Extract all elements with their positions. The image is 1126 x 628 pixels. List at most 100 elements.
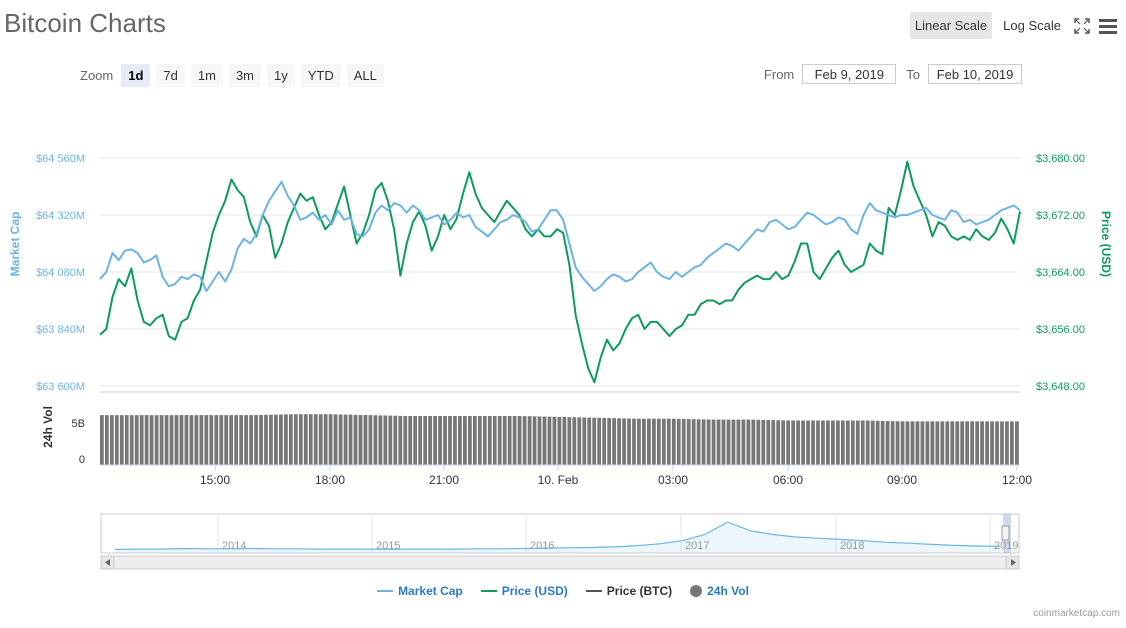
volume-bar: [393, 415, 398, 465]
legend-item-24h-vol[interactable]: 24h Vol: [690, 584, 749, 598]
legend-market-cap-label: Market Cap: [398, 584, 463, 598]
scrollbar-right-button[interactable]: [1005, 555, 1020, 570]
volume-bar: [209, 415, 214, 466]
volume-bar: [711, 419, 716, 465]
zoom-1d-button[interactable]: 1d: [121, 64, 151, 87]
x-tick-label: 09:00: [887, 473, 917, 487]
volume-bar: [890, 421, 895, 465]
log-scale-button[interactable]: Log Scale: [1003, 18, 1061, 33]
volume-bar: [413, 416, 418, 465]
volume-bar: [129, 415, 134, 466]
volume-bar: [706, 419, 711, 465]
volume-bar: [169, 415, 174, 466]
volume-bar: [811, 420, 815, 465]
to-date-input[interactable]: [928, 64, 1022, 84]
volume-bar: [666, 418, 671, 465]
volume-bar: [955, 421, 960, 465]
volume-bar: [373, 415, 378, 465]
volume-bar: [134, 415, 139, 466]
legend-item-price-usd[interactable]: Price (USD): [480, 584, 568, 598]
volume-bar: [721, 419, 726, 465]
volume-tick-label: 0: [79, 454, 85, 466]
menu-icon[interactable]: [1098, 16, 1118, 36]
zoom-7d-button[interactable]: 7d: [156, 64, 185, 87]
volume-bar: [617, 418, 621, 465]
volume-bar: [293, 414, 298, 465]
scrollbar-left-button[interactable]: [100, 555, 115, 570]
navigator-tick-label: 2016: [530, 540, 554, 552]
volume-bar: [517, 416, 522, 465]
zoom-all-button[interactable]: ALL: [346, 64, 384, 87]
volume-bar: [701, 419, 706, 465]
volume-bar: [855, 420, 860, 465]
volume-bar: [930, 421, 935, 465]
volume-bar: [328, 414, 333, 465]
y-right-tick-label: $3,672.00: [1036, 210, 1085, 222]
volume-bar: [303, 414, 308, 465]
volume-bar: [671, 418, 676, 465]
navigator-selection[interactable]: [1003, 514, 1011, 553]
volume-bar: [472, 416, 477, 465]
volume-bar: [910, 421, 915, 465]
legend-price-usd-swatch: [480, 590, 497, 592]
navigator-handle[interactable]: [1001, 525, 1010, 541]
volume-bar: [279, 414, 283, 465]
volume-bar: [1000, 421, 1004, 465]
volume-bar: [985, 421, 989, 465]
linear-scale-button[interactable]: Linear Scale: [909, 12, 993, 39]
volume-bar: [174, 415, 179, 466]
main-chart[interactable]: $64 560M $3,680.00 $64 320M $3,672.00 $64 08…: [0, 0, 1126, 580]
zoom-1y-button[interactable]: 1y: [267, 64, 295, 87]
volume-bar: [572, 417, 577, 465]
volume-bar: [298, 414, 303, 465]
volume-bar: [204, 415, 209, 466]
volume-bar: [239, 415, 244, 466]
volume-bar: [343, 414, 348, 465]
legend-item-price-btc[interactable]: Price (BTC): [585, 584, 673, 598]
zoom-1m-button[interactable]: 1m: [190, 64, 223, 87]
x-tick-label: 15:00: [200, 473, 230, 487]
legend-market-cap-swatch: [377, 590, 394, 592]
volume-bar: [870, 420, 875, 465]
volume-bar: [686, 419, 691, 465]
volume-bar: [647, 418, 651, 465]
volume-bar: [845, 420, 850, 465]
volume-bar: [423, 416, 428, 465]
volume-bar: [940, 421, 945, 465]
volume-bar: [746, 419, 751, 465]
date-range-selector: From To: [764, 64, 1022, 84]
legend-item-market-cap[interactable]: Market Cap: [377, 584, 463, 598]
from-date-input[interactable]: [802, 64, 897, 84]
volume-bar: [323, 414, 328, 465]
volume-bar: [622, 418, 626, 465]
source-credit[interactable]: coinmarketcap.com: [1033, 608, 1120, 619]
navigator[interactable]: 2014 2015 2016 2017 2018 2019: [100, 513, 1020, 570]
volume-bar: [656, 418, 661, 465]
volume-bar: [990, 421, 994, 465]
navigator-tick-label: 2018: [840, 540, 864, 552]
legend-price-btc-label: Price (BTC): [606, 584, 673, 598]
volume-bar: [691, 419, 696, 465]
volume-bar: [975, 421, 980, 465]
zoom-3m-button[interactable]: 3m: [228, 64, 261, 87]
volume-bar: [477, 416, 482, 465]
y-left-tick-label: $63 840M: [36, 324, 85, 336]
volume-bar: [980, 421, 984, 465]
volume-bar: [751, 419, 756, 465]
volume-bar: [114, 415, 119, 466]
volume-bar: [532, 416, 537, 465]
y-left-tick-label: $63 600M: [36, 381, 85, 393]
fullscreen-icon[interactable]: [1072, 16, 1092, 36]
y-left-tick-label: $64 080M: [36, 267, 85, 279]
zoom-ytd-button[interactable]: YTD: [300, 64, 341, 87]
price-usd-line: [99, 160, 1021, 384]
volume-bar: [468, 416, 472, 465]
volume-bar: [492, 416, 497, 465]
volume-bar: [661, 418, 666, 465]
volume-bar: [502, 416, 507, 465]
volume-bar: [219, 415, 224, 466]
volume-bar: [791, 420, 796, 465]
scrollbar-track[interactable]: [100, 555, 1020, 570]
volume-bar: [766, 420, 771, 465]
volume-bar: [353, 414, 358, 465]
